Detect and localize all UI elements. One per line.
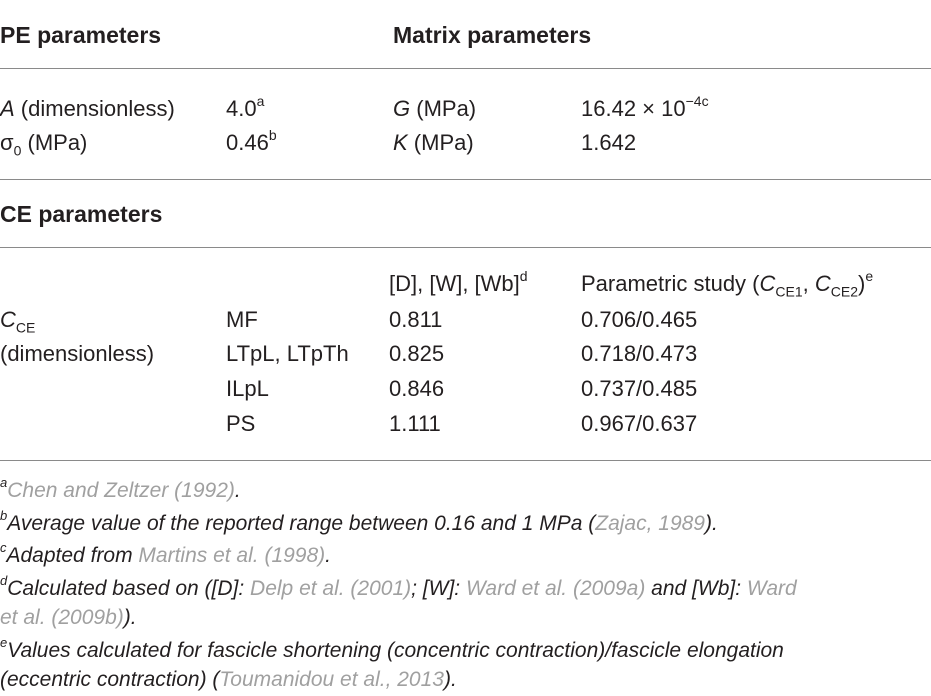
footnote-b: bAverage value of the reported range bet… <box>0 508 718 537</box>
ce-row-value: 0.825 <box>389 341 445 366</box>
symbol: A <box>0 96 15 121</box>
ce-row-muscle: MF <box>226 307 258 332</box>
citation-link[interactable]: Zajac, 1989 <box>595 512 705 535</box>
separator: , <box>802 271 815 296</box>
matrix-param-k-value: 1.642 <box>581 130 637 155</box>
ce-row-parametric: 0.706/0.465 <box>581 307 698 332</box>
pe-param-sigma-value: 0.46b <box>226 126 277 156</box>
ce-row-value: 1.111 <box>389 411 441 436</box>
citation-link[interactable]: Ward <box>746 577 797 600</box>
note-mark: b <box>268 126 277 143</box>
note-mark: d <box>519 267 528 284</box>
citation-link[interactable]: Delp et al. (2001) <box>250 577 412 600</box>
footnote-d-line2: et al. (2009b)). <box>0 604 137 631</box>
close-paren: ) <box>857 271 866 296</box>
footnote-text: Average value of the reported range betw… <box>7 512 596 535</box>
footnote-c: cAdapted from Martins et al. (1998). <box>0 540 331 569</box>
footnote-d-line1: dCalculated based on ([D]: Delp et al. (… <box>0 573 931 602</box>
symbol: K <box>393 130 408 155</box>
pe-param-a-value: 4.0a <box>226 92 265 122</box>
subscript: 0 <box>13 142 22 159</box>
ce-row-parametric: 0.737/0.485 <box>581 376 698 401</box>
unit: (MPa) <box>21 130 88 155</box>
ce-row-value: 0.846 <box>389 376 445 401</box>
ce-row-parametric: 0.967/0.637 <box>581 411 698 436</box>
c1-symbol: C <box>759 271 776 296</box>
footnote-mark: a <box>0 475 8 490</box>
citation-link[interactable]: et al. (2009b) <box>0 606 124 629</box>
subscript: CE <box>15 319 36 336</box>
footnote-mark: c <box>0 540 7 555</box>
symbol: C <box>0 307 16 332</box>
footnote-text: Values calculated for fascicle shortenin… <box>7 639 784 662</box>
citation-link[interactable]: Ward et al. (2009a) <box>465 577 646 600</box>
matrix-parameters-header: Matrix parameters <box>393 22 592 48</box>
note-mark: a <box>256 92 265 109</box>
ce-row-muscle: PS <box>226 411 256 436</box>
footnote-text: and [Wb]: <box>645 577 747 600</box>
value: 16.42 × 10 <box>581 96 686 121</box>
citation-link[interactable]: Chen and Zeltzer (1992) <box>7 479 235 502</box>
unit: (MPa) <box>407 130 474 155</box>
c2-symbol: C <box>814 271 831 296</box>
footnote-text: . <box>325 544 331 567</box>
note-mark: e <box>865 267 874 284</box>
footnote-e-line1: eValues calculated for fascicle shorteni… <box>0 635 784 664</box>
ce-row-parametric: 0.718/0.473 <box>581 341 698 366</box>
footnote-text: Calculated based on ([D]: <box>7 577 251 600</box>
rule-bottom <box>0 460 931 461</box>
value: 0.46 <box>226 130 269 155</box>
footnote-mark: d <box>0 573 8 588</box>
ce-row-muscle: ILpL <box>226 376 269 401</box>
ce-row-value: 0.811 <box>389 307 443 332</box>
citation-link[interactable]: Martins et al. (1998) <box>138 544 326 567</box>
c2-subscript: CE2 <box>830 283 858 300</box>
pe-parameters-header: PE parameters <box>0 22 162 48</box>
citation-link[interactable]: Toumanidou et al., 2013 <box>219 668 444 691</box>
matrix-param-g-label: G (MPa) <box>393 96 476 122</box>
ce-col-header-parametric: Parametric study (CCE1, CCE2)e <box>581 267 874 300</box>
header-text: [D], [W], [Wb] <box>389 271 520 296</box>
footnote-a: aChen and Zeltzer (1992). <box>0 475 241 504</box>
footnote-e-line2: (eccentric contraction) (Toumanidou et a… <box>0 666 457 693</box>
unit: (MPa) <box>410 96 477 121</box>
pe-param-a-label: A (dimensionless) <box>0 96 175 122</box>
header-text: Parametric study ( <box>581 271 760 296</box>
unit: (dimensionless) <box>14 96 175 121</box>
symbol: σ <box>0 130 14 155</box>
matrix-param-g-value: 16.42 × 10−4c <box>581 92 709 122</box>
ce-col-header-d: [D], [W], [Wb]d <box>389 267 528 297</box>
rule-top <box>0 68 931 69</box>
footnote-mark: b <box>0 508 8 523</box>
footnote-text: ). <box>443 668 457 691</box>
ce-parameters-header: CE parameters <box>0 201 163 227</box>
ce-row-muscle: LTpL, LTpTh <box>226 341 349 366</box>
pe-param-sigma-label: σ0 (MPa) <box>0 130 88 159</box>
c1-subscript: CE1 <box>775 283 803 300</box>
value: 4.0 <box>226 96 257 121</box>
ce-param-unit: (dimensionless) <box>0 341 155 366</box>
exponent: −4c <box>685 92 709 109</box>
footnote-text: (eccentric contraction) ( <box>0 668 220 691</box>
rule-mid-1 <box>0 179 931 180</box>
ce-param-label: CCE <box>0 307 36 336</box>
footnote-text: ). <box>705 512 718 535</box>
footnote-mark: e <box>0 635 8 650</box>
footnote-text: Adapted from <box>6 544 139 567</box>
footnote-text: . <box>234 479 241 502</box>
matrix-param-k-label: K (MPa) <box>393 130 474 156</box>
footnote-text: ; [W]: <box>411 577 466 600</box>
rule-mid-2 <box>0 247 931 248</box>
footnote-text: ). <box>123 606 137 629</box>
symbol: G <box>393 96 411 121</box>
